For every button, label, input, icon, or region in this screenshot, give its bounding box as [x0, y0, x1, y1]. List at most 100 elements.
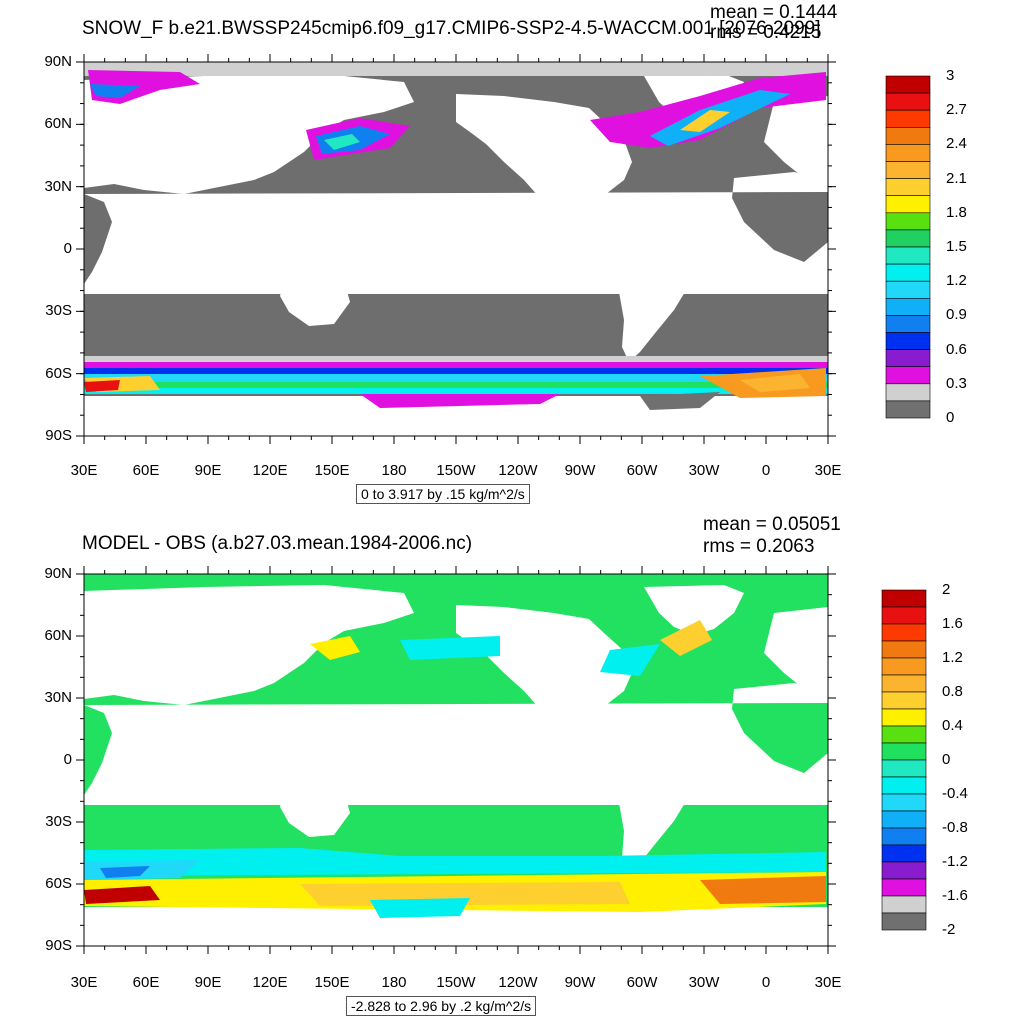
colorbar-label: -0.4 [942, 785, 968, 802]
colorbars [881, 75, 931, 931]
lon-label: 150W [436, 974, 476, 991]
panel1-mean: mean = 0.1444 [710, 2, 838, 23]
lat-label: 0 [63, 240, 72, 257]
panel1-rms: rms = 0.4215 [710, 22, 822, 43]
lon-label: 150W [436, 462, 476, 479]
lat-label: 60S [45, 875, 72, 892]
colorbar-swatch [881, 861, 927, 880]
colorbar-swatch [885, 178, 931, 197]
colorbar-swatch [881, 793, 927, 812]
colorbar-swatch [885, 400, 931, 419]
colorbar-swatch [881, 844, 927, 863]
panel2-title: MODEL - OBS (a.b27.03.mean.1984-2006.nc) [82, 533, 473, 554]
lon-label: 180 [381, 974, 407, 991]
lon-label: 90E [194, 974, 222, 991]
panel2-mean: mean = 0.05051 [703, 514, 841, 535]
axis-ticks [76, 54, 836, 954]
lon-label: 90W [564, 462, 596, 479]
panel1-title: SNOW_F b.e21.BWSSP245cmip6.f09_g17.CMIP6… [82, 18, 821, 39]
colorbar-swatch [881, 878, 927, 897]
colorbar-swatch [885, 92, 931, 111]
panel2-range-label: -2.828 to 2.96 by .2 kg/m^2/s [346, 996, 537, 1016]
colorbar-label: 0 [946, 409, 955, 426]
colorbar-swatch [885, 127, 931, 145]
lon-label: 0 [761, 462, 771, 479]
colorbar-swatch [881, 589, 927, 608]
lat-label: 30S [45, 813, 72, 830]
colorbar-swatch [885, 195, 931, 214]
lon-label: 180 [381, 462, 407, 479]
colorbar-swatch [885, 144, 931, 162]
colorbar-label: -0.8 [942, 819, 968, 836]
colorbar-swatch [881, 623, 927, 642]
colorbar-swatch [885, 297, 931, 316]
colorbar-swatch [885, 263, 931, 282]
colorbar-swatch [885, 212, 931, 231]
lon-label: 0 [761, 974, 771, 991]
colorbar-swatch [885, 161, 931, 179]
lon-label: 150E [314, 462, 350, 479]
lon-label: 30E [814, 462, 842, 479]
colorbar-label: 2 [942, 581, 951, 598]
lon-label: 30E [814, 974, 842, 991]
colorbar-label: 1.2 [946, 272, 967, 290]
colorbar-label: 0.3 [946, 374, 967, 392]
colorbar-label: 1.5 [946, 238, 967, 255]
colorbar-swatch [881, 691, 927, 710]
colorbar-swatch [881, 708, 927, 727]
colorbar-label: -1.6 [942, 887, 968, 904]
panel2-map [84, 574, 828, 947]
lon-label: 150E [314, 974, 350, 991]
colorbar-swatch [885, 75, 931, 94]
colorbar-swatch [881, 674, 927, 693]
colorbar-swatch [885, 246, 931, 265]
colorbar-swatch [881, 895, 927, 914]
colorbar-swatch [881, 810, 927, 829]
colorbar-swatch [885, 315, 931, 333]
lon-label: 30W [688, 974, 720, 991]
colorbar-swatch [881, 640, 927, 659]
colorbar-swatch [881, 606, 927, 625]
colorbar-swatch [881, 725, 927, 744]
colorbar-label: 1.6 [942, 615, 963, 632]
colorbar-label: 2.7 [946, 101, 967, 119]
lon-label: 90W [564, 974, 596, 991]
lon-label: 90E [194, 462, 222, 479]
lon-label: 30W [688, 462, 720, 479]
colorbar-swatch [881, 776, 927, 795]
panel1-map [84, 62, 828, 436]
panel1-range-label: 0 to 3.917 by .15 kg/m^2/s [356, 484, 530, 504]
lat-label: 60N [44, 627, 72, 644]
colorbar-swatch [885, 332, 931, 350]
lat-label: 60S [45, 364, 72, 382]
colorbar-label: 0.4 [942, 717, 963, 734]
lat-label: 60N [44, 115, 72, 133]
lon-label: 120W [498, 462, 538, 479]
lat-label: 30N [44, 177, 72, 195]
lat-label: 90N [44, 53, 72, 70]
lon-label: 60W [626, 974, 658, 991]
colorbar-swatch [881, 912, 927, 931]
colorbar-swatch [885, 229, 931, 248]
colorbar-swatch [881, 827, 927, 846]
colorbar-swatch [881, 742, 927, 761]
lat-label: 30S [45, 302, 72, 320]
colorbar-label: 2.1 [946, 169, 967, 187]
colorbar-swatch [881, 657, 927, 676]
lat-label: 90S [45, 427, 72, 444]
colorbar-swatch [885, 349, 931, 368]
lon-label: 60E [132, 974, 160, 991]
lon-label: 120W [498, 974, 538, 991]
colorbar-label: 0.8 [942, 683, 963, 700]
lon-label: 30E [70, 462, 98, 479]
colorbar-label: 0 [942, 751, 951, 768]
colorbar-label: 2.4 [946, 135, 967, 153]
colorbar-label: -2 [942, 921, 956, 938]
colorbar-label: 3 [946, 67, 955, 84]
lon-label: 120E [252, 462, 288, 479]
colorbar-label: 0.6 [946, 340, 967, 358]
colorbar-label: -1.2 [942, 853, 968, 870]
colorbar-swatch [885, 366, 931, 385]
lon-label: 120E [252, 974, 288, 991]
